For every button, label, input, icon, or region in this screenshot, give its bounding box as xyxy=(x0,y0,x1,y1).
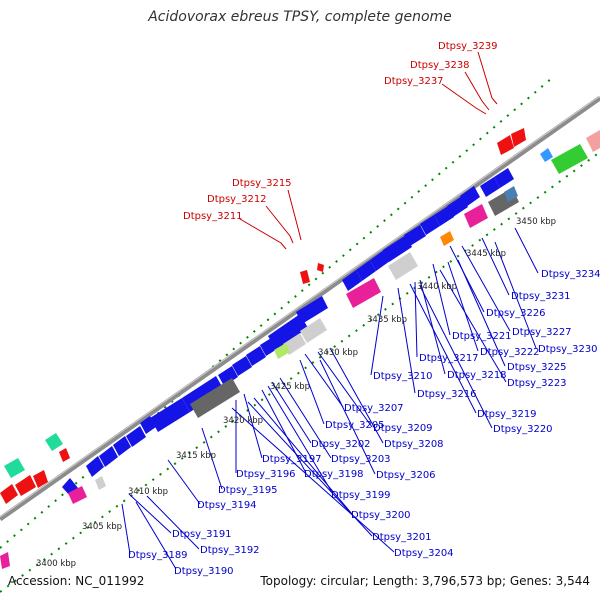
gene-label: Dtpsy_3225 xyxy=(507,362,567,373)
gene-label: Dtpsy_3196 xyxy=(236,469,296,480)
gene-label: Dtpsy_3202 xyxy=(311,439,371,450)
feature-blue-light xyxy=(540,148,553,162)
gene-label: Dtpsy_3217 xyxy=(419,353,479,364)
gene-label: Dtpsy_3199 xyxy=(331,490,391,501)
accession-label: Accession: NC_011992 xyxy=(8,574,145,588)
feature-pink xyxy=(0,552,10,569)
gene-label: Dtpsy_3192 xyxy=(200,545,260,556)
gene-label: Dtpsy_3200 xyxy=(351,510,411,521)
feature-red xyxy=(300,270,310,284)
tick-label: 3445 kbp xyxy=(466,249,506,259)
gene-label: Dtpsy_3234 xyxy=(541,269,600,280)
gene-label: Dtpsy_3223 xyxy=(507,378,567,389)
tick-label: 3430 kbp xyxy=(318,348,358,358)
gene-label: Dtpsy_3203 xyxy=(331,454,391,465)
gene-label: Dtpsy_3226 xyxy=(486,308,546,319)
gene-label: Dtpsy_3222 xyxy=(480,347,540,358)
gene-label: Dtpsy_3218 xyxy=(447,370,507,381)
feature-red xyxy=(15,475,36,496)
gene-label: Dtpsy_3198 xyxy=(304,469,364,480)
tick-label: 3435 kbp xyxy=(367,315,407,325)
gene-label: Dtpsy_3221 xyxy=(452,331,512,342)
feature-red xyxy=(317,263,324,272)
gene-label: Dtpsy_3219 xyxy=(477,409,537,420)
gene-label: Dtpsy_3205 xyxy=(325,420,385,431)
feature-lightgrey xyxy=(300,318,327,343)
forward-gene-labels: Dtpsy_3239 Dtpsy_3238 Dtpsy_3237 Dtpsy_3… xyxy=(183,41,498,222)
feature-lightgrey xyxy=(388,252,418,280)
feature-pink xyxy=(464,204,488,228)
gene-label: Dtpsy_3194 xyxy=(197,500,257,511)
topology-label: Topology: circular; Length: 3,796,573 bp… xyxy=(260,574,590,588)
tick-label: 3415 kbp xyxy=(176,451,216,461)
feature-lightgrey xyxy=(95,476,106,490)
gene-label: Dtpsy_3239 xyxy=(438,41,498,52)
forward-leaders xyxy=(239,51,498,250)
feature-steel xyxy=(504,186,518,202)
gene-label: Dtpsy_3197 xyxy=(262,454,322,465)
gene-label: Dtpsy_3216 xyxy=(417,389,477,400)
gene-label: Dtpsy_3190 xyxy=(174,566,234,577)
gene-label: Dtpsy_3230 xyxy=(538,344,598,355)
gene-label: Dtpsy_3211 xyxy=(183,211,243,222)
gene-label: Dtpsy_3189 xyxy=(128,550,188,561)
gene-label: Dtpsy_3227 xyxy=(512,327,572,338)
ticks: 3400 kbp 3405 kbp 3410 kbp 3415 kbp 3420… xyxy=(36,217,556,569)
tick-label: 3450 kbp xyxy=(516,217,556,227)
genome-backbone xyxy=(0,95,600,522)
feature-orange xyxy=(440,231,454,246)
feature-red xyxy=(0,484,18,504)
feature-grey xyxy=(190,378,240,418)
tick-label: 3420 kbp xyxy=(223,416,263,426)
gene-label: Dtpsy_3215 xyxy=(232,178,292,189)
tick-label: 3410 kbp xyxy=(128,487,168,497)
gene-label: Dtpsy_3237 xyxy=(384,76,444,87)
forward-features xyxy=(0,128,600,504)
feature-lime xyxy=(274,343,290,359)
gene-label: Dtpsy_3207 xyxy=(344,403,404,414)
gene-label: Dtpsy_3209 xyxy=(373,423,433,434)
gene-label: Dtpsy_3204 xyxy=(394,548,454,559)
gene-label: Dtpsy_3210 xyxy=(373,371,433,382)
tick-label: 3405 kbp xyxy=(82,522,122,532)
feature-red xyxy=(511,128,526,147)
feature-red xyxy=(33,470,48,488)
reverse-gene-labels: Dtpsy_3234 Dtpsy_3231 Dtpsy_3226 Dtpsy_3… xyxy=(128,269,600,577)
feature-red xyxy=(497,135,514,155)
feature-red xyxy=(59,448,70,462)
gene-label: Dtpsy_3208 xyxy=(384,439,444,450)
gene-label: Dtpsy_3201 xyxy=(372,532,432,543)
gene-label: Dtpsy_3191 xyxy=(172,529,232,540)
gene-label: Dtpsy_3206 xyxy=(376,470,436,481)
feature-teal xyxy=(4,458,25,478)
reverse-features xyxy=(0,168,519,569)
feature-pink-light xyxy=(586,130,600,152)
gene-label: Dtpsy_3238 xyxy=(410,60,470,71)
gene-label: Dtpsy_3212 xyxy=(207,194,267,205)
tick-label: 3400 kbp xyxy=(36,559,76,569)
map-title: Acidovorax ebreus TPSY, complete genome xyxy=(148,9,452,25)
feature-green xyxy=(551,144,588,174)
gene-label: Dtpsy_3231 xyxy=(511,291,571,302)
feature-pink xyxy=(346,278,381,308)
reverse-leaders xyxy=(121,227,539,570)
feature-pink xyxy=(68,486,87,504)
tick-label: 3440 kbp xyxy=(417,282,457,292)
feature-teal xyxy=(45,433,63,451)
tick-label: 3425 kbp xyxy=(270,382,310,392)
gene-label: Dtpsy_3220 xyxy=(493,424,553,435)
gene-label: Dtpsy_3195 xyxy=(218,485,278,496)
outer-dot-track xyxy=(0,77,553,549)
